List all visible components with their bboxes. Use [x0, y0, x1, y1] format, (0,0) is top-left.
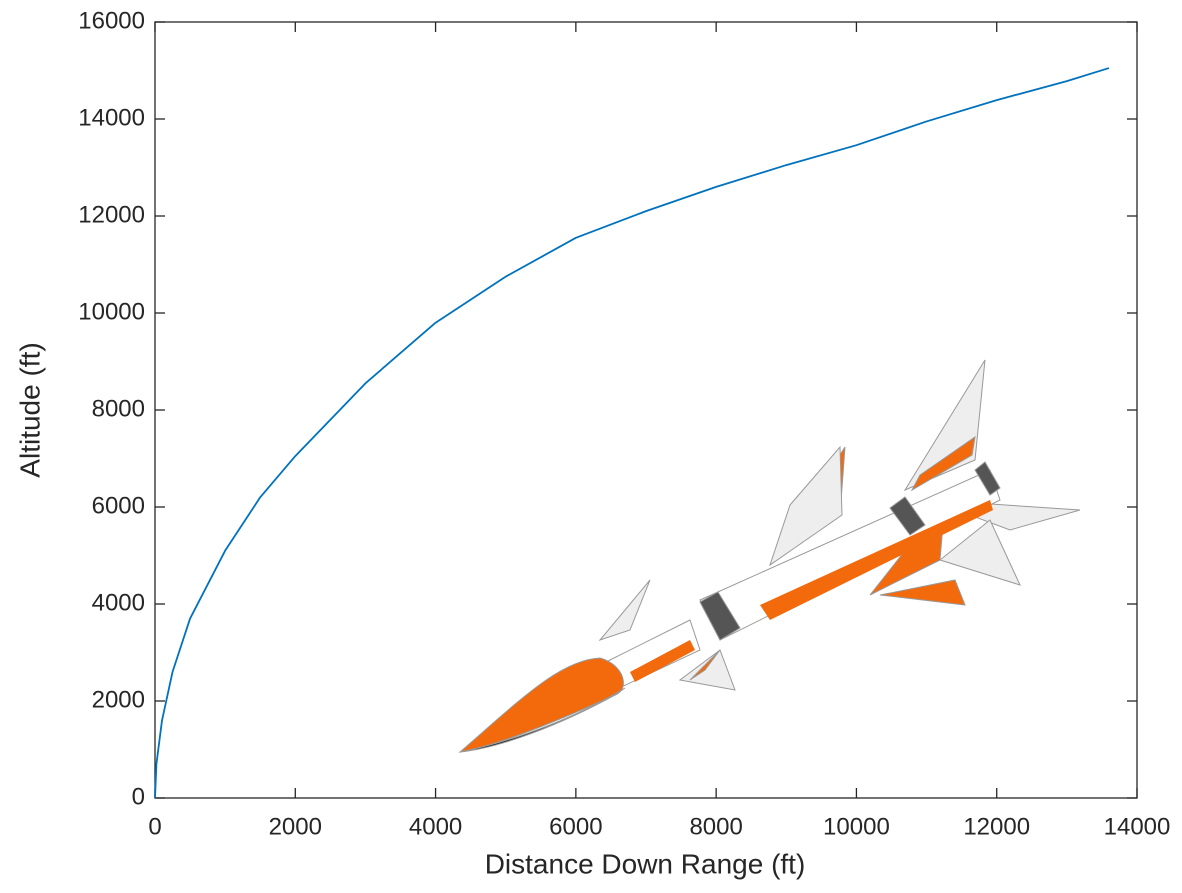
background	[0, 0, 1182, 893]
x-tick-label: 6000	[549, 813, 602, 840]
x-axis-label: Distance Down Range (ft)	[485, 848, 806, 879]
x-tick-label: 2000	[269, 813, 322, 840]
y-tick-label: 0	[132, 783, 145, 810]
y-tick-label: 2000	[92, 686, 145, 713]
page: Distance Down Range (ft) Altitude (ft) 0…	[0, 0, 1182, 893]
x-tick-label: 10000	[823, 813, 890, 840]
x-tick-label: 8000	[689, 813, 742, 840]
x-tick-label: 12000	[963, 813, 1030, 840]
y-tick-label: 16000	[78, 7, 145, 34]
y-axis-label: Altitude (ft)	[14, 342, 45, 477]
y-tick-label: 14000	[78, 104, 145, 131]
chart: Distance Down Range (ft) Altitude (ft) 0…	[0, 0, 1182, 893]
x-tick-label: 0	[148, 813, 161, 840]
y-tick-label: 10000	[78, 298, 145, 325]
y-tick-label: 6000	[92, 492, 145, 519]
y-tick-label: 12000	[78, 201, 145, 228]
y-tick-label: 8000	[92, 395, 145, 422]
x-tick-label: 4000	[409, 813, 462, 840]
y-tick-label: 4000	[92, 589, 145, 616]
x-tick-label: 14000	[1104, 813, 1171, 840]
